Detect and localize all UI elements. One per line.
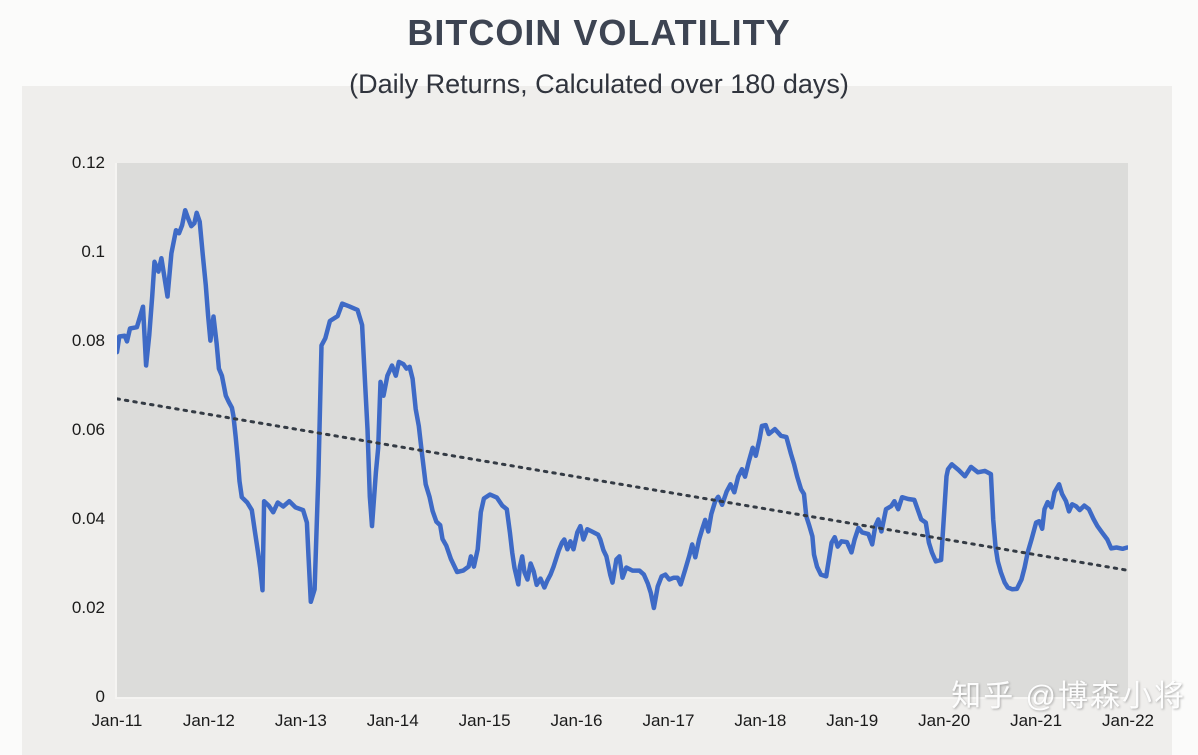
x-tick-label: Jan-12 bbox=[182, 711, 235, 730]
trend-line bbox=[117, 399, 1127, 570]
y-tick-label: 0.06 bbox=[71, 420, 105, 439]
y-tick-label: 0.02 bbox=[71, 598, 105, 617]
x-tick-label: Jan-16 bbox=[550, 711, 603, 730]
plot-area bbox=[115, 163, 1128, 699]
chart-subtitle: (Daily Returns, Calculated over 180 days… bbox=[349, 69, 849, 99]
watermark: 知乎 @博森小将 bbox=[951, 680, 1186, 713]
chart-title: BITCOIN VOLATILITY bbox=[407, 12, 791, 53]
y-tick-label: 0.12 bbox=[71, 153, 105, 172]
x-tick-label: Jan-14 bbox=[366, 711, 419, 730]
x-tick-label: Jan-11 bbox=[91, 711, 143, 730]
x-tick-label: Jan-17 bbox=[642, 711, 695, 730]
x-tick-label: Jan-20 bbox=[918, 711, 971, 730]
x-tick-label: Jan-18 bbox=[734, 711, 787, 730]
x-tick-label: Jan-21 bbox=[1010, 711, 1063, 730]
y-tick-label: 0.08 bbox=[71, 331, 105, 350]
x-tick-label: Jan-19 bbox=[826, 711, 879, 730]
x-tick-label: Jan-22 bbox=[1102, 711, 1154, 730]
volatility-line bbox=[117, 210, 1127, 608]
x-tick-label: Jan-15 bbox=[458, 711, 511, 730]
volatility-line-chart bbox=[117, 163, 1128, 697]
y-tick-label: 0.04 bbox=[71, 509, 105, 528]
y-tick-label: 0 bbox=[95, 687, 105, 706]
y-tick-label: 0.1 bbox=[81, 242, 105, 261]
x-tick-label: Jan-13 bbox=[274, 711, 327, 730]
